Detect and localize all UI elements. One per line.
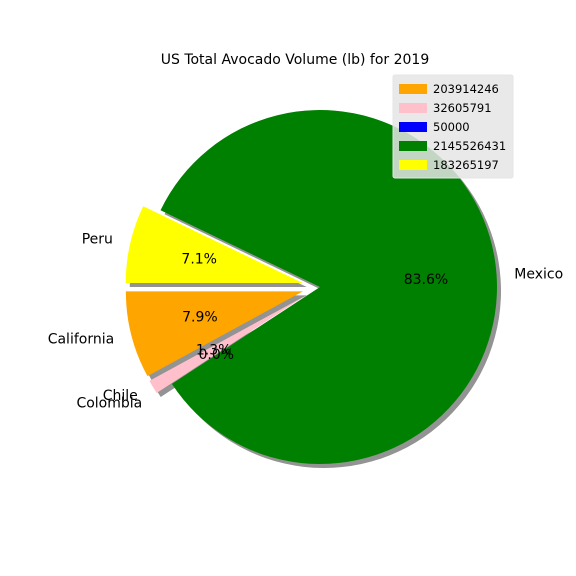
slice-mexico	[160, 109, 497, 464]
legend-label-california: 203914246	[433, 82, 499, 96]
category-label-chile: Chile	[103, 388, 138, 404]
category-label-peru: Peru	[82, 232, 113, 248]
legend: 203914246 32605791 50000 2145526431 18326519…	[392, 74, 514, 179]
pie-labels: California 7.9% Chile 1.3% Colombia 0.0% Mexic…	[48, 232, 563, 412]
percent-label-mexico: 83.6%	[404, 272, 448, 288]
legend-swatch-chile	[399, 103, 427, 113]
legend-frame	[392, 74, 514, 179]
legend-swatch-peru	[399, 160, 427, 170]
legend-label-peru: 183265197	[433, 158, 499, 172]
slice-colombia	[157, 296, 306, 394]
legend-swatch-colombia	[399, 122, 427, 132]
chart-title: US Total Avocado Volume (lb) for 2019	[161, 52, 430, 68]
category-label-mexico: Mexico	[514, 266, 563, 282]
percent-label-colombia: 0.0%	[199, 347, 235, 363]
pie-slices	[125, 109, 497, 464]
percent-label-california: 7.9%	[182, 310, 218, 326]
legend-label-mexico: 2145526431	[433, 139, 506, 153]
legend-label-colombia: 50000	[433, 120, 470, 134]
slice-california	[125, 291, 303, 377]
legend-swatch-california	[399, 84, 427, 94]
category-label-colombia: Colombia	[76, 395, 142, 411]
legend-label-chile: 32605791	[433, 101, 492, 115]
percent-label-peru: 7.1%	[181, 251, 217, 267]
category-label-california: California	[48, 331, 114, 347]
percent-label-chile: 1.3%	[196, 343, 232, 359]
slice-chile	[149, 296, 305, 393]
legend-swatch-mexico	[399, 141, 427, 151]
slice-peru	[125, 206, 303, 284]
